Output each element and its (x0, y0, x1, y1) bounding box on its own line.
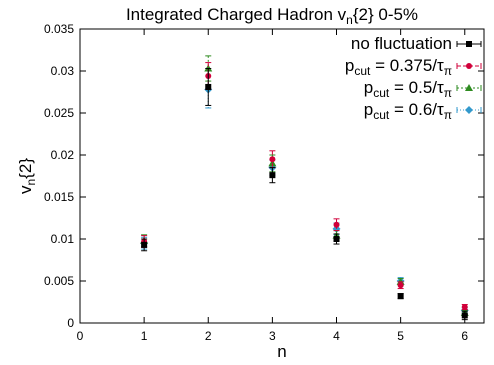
x-tick-label: 3 (269, 329, 276, 343)
chart-title-sub: n (346, 13, 353, 27)
legend-label-3: pcut = 0.6/τπ (364, 100, 452, 122)
chart-title-main: Integrated Charged Hadron v (126, 5, 347, 24)
data-point (461, 304, 468, 311)
legend-marker (465, 106, 473, 114)
legend-label-sub: cut (373, 108, 390, 122)
legend-label-main: p (345, 56, 354, 75)
x-tick-label: 5 (397, 329, 404, 343)
legend-label-sub2: π (444, 86, 452, 100)
x-tick-label: 1 (141, 329, 148, 343)
legend-label-2: pcut = 0.5/τπ (364, 78, 452, 100)
x-tick-label: 4 (333, 329, 340, 343)
legend-label-rest: = 0.6/τ (389, 100, 444, 119)
legend-label-1: pcut = 0.375/τπ (345, 56, 452, 78)
legend-label-rest: = 0.5/τ (389, 78, 444, 97)
y-tick-label: 0.03 (51, 64, 75, 78)
y-axis-label-main: v (16, 185, 35, 194)
legend-label-0: no fluctuation (351, 34, 452, 53)
chart-title-rest: {2} 0-5% (353, 5, 418, 24)
legend-label-sub: cut (354, 64, 371, 78)
plot-area (140, 55, 469, 321)
data-point (461, 312, 468, 319)
legend-label-rest: = 0.375/τ (370, 56, 444, 75)
legend-label-sub: cut (373, 86, 390, 100)
y-tick-label: 0.01 (51, 232, 75, 246)
y-tick-label: 0.015 (44, 190, 74, 204)
y-tick-label: 0.005 (44, 274, 74, 288)
series-0 (141, 67, 468, 321)
legend-label-sub2: π (444, 108, 452, 122)
data-point (397, 282, 404, 289)
y-tick-label: 0 (67, 316, 74, 330)
axis-ticks: 0 1 2 3 4 5 6 0 0.005 0.01 0.015 0.02 0.025 0.03 0.035 (44, 22, 484, 343)
y-tick-label: 0.035 (44, 22, 74, 36)
y-tick-label: 0.02 (51, 148, 75, 162)
legend-label-sub2: π (444, 64, 452, 78)
legend-marker (465, 84, 473, 91)
legend-marker (466, 63, 472, 69)
y-tick-label: 0.025 (44, 106, 74, 120)
data-point (397, 293, 404, 300)
legend-label-main: p (364, 78, 373, 97)
x-tick-label: 2 (205, 329, 212, 343)
data-point (141, 241, 148, 248)
data-point (269, 172, 276, 179)
legend-label-main: p (364, 100, 373, 119)
x-axis-label: n (277, 342, 286, 361)
data-point (269, 156, 276, 163)
y-axis-label-sub: n (24, 179, 38, 186)
data-point (333, 236, 340, 242)
plot-frame (79, 28, 485, 324)
chart-title: Integrated Charged Hadron vn{2} 0-5% (126, 5, 418, 27)
y-axis-label-rest: {2} (16, 158, 35, 179)
legend-marker (466, 41, 472, 47)
x-tick-label: 6 (461, 329, 468, 343)
y-axis-label: vn{2} (16, 158, 38, 194)
data-point (205, 83, 212, 90)
data-point (333, 221, 340, 228)
x-tick-label: 0 (77, 329, 84, 343)
